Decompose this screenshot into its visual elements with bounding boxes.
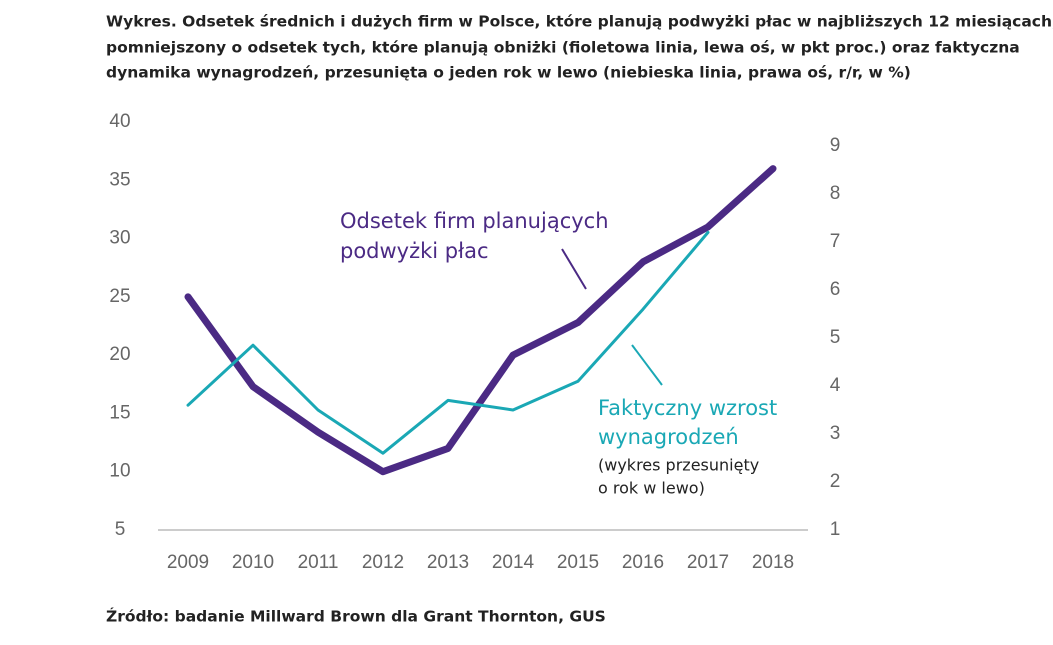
x-tick-label: 2015 (557, 552, 599, 573)
leader-line (561, 248, 587, 290)
x-tick-label: 2011 (298, 552, 339, 573)
annotation: Faktyczny wzrost (598, 396, 777, 420)
y2-tick-label: 8 (830, 183, 841, 204)
y-tick-label: 40 (109, 111, 130, 132)
x-tick-label: 2014 (492, 552, 535, 573)
y2-tick-label: 9 (830, 135, 841, 156)
chart-title: pomniejszony o odsetek tych, które planu… (106, 39, 1020, 57)
y-tick-label: 35 (109, 169, 130, 190)
y-tick-label: 30 (109, 228, 130, 249)
y-tick-label: 15 (109, 402, 130, 423)
y2-tick-label: 6 (830, 279, 841, 300)
annotation: wynagrodzeń (598, 425, 739, 449)
series-line (184, 165, 777, 476)
chart-title: dynamika wynagrodzeń, przesunięta o jede… (106, 64, 911, 82)
x-tick-label: 2017 (687, 552, 729, 573)
x-tick-label: 2009 (167, 552, 209, 573)
series-line (186, 230, 710, 455)
y2-tick-label: 5 (830, 327, 841, 348)
x-tick-label: 2012 (362, 552, 404, 573)
y2-tick-label: 2 (830, 471, 841, 492)
y2-tick-label: 7 (830, 231, 841, 252)
annotation-note: o rok w lewo) (598, 479, 705, 498)
annotation: Odsetek firm planujących (340, 209, 609, 233)
source: Źródło: badanie Millward Brown dla Grant… (106, 607, 606, 626)
x-tick-label: 2016 (622, 552, 664, 573)
annotation-note: (wykres przesunięty (598, 456, 759, 475)
leader-line (631, 344, 663, 386)
y-tick-label: 10 (109, 461, 130, 482)
annotation: podwyżki płac (340, 239, 489, 263)
x-tick-label: 2013 (427, 552, 469, 573)
y2-tick-label: 3 (830, 423, 841, 444)
y2-tick-label: 4 (830, 375, 841, 396)
y-tick-label: 5 (115, 519, 126, 540)
y-tick-label: 20 (109, 344, 130, 365)
x-tick-label: 2018 (752, 552, 794, 573)
y2-tick-label: 1 (830, 519, 841, 540)
chart-title: Wykres. Odsetek średnich i dużych firm w… (106, 13, 1053, 31)
y-tick-label: 25 (109, 286, 130, 307)
x-tick-label: 2010 (232, 552, 274, 573)
